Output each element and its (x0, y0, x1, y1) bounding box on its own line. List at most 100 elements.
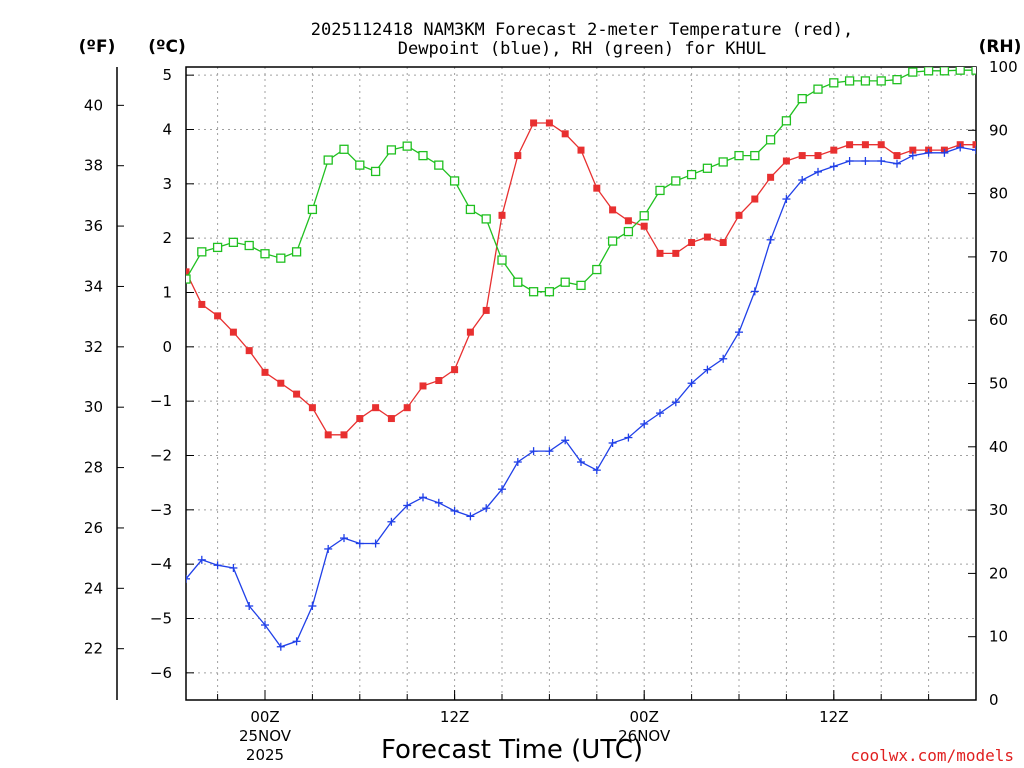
dewpoint-point (798, 176, 807, 185)
dewpoint-point (186, 574, 190, 583)
x-tick-date-label: 25NOV (239, 727, 292, 745)
celsius-tick-label: −3 (150, 501, 172, 519)
dewpoint-point (387, 517, 396, 526)
x-tick-time-label: 00Z (630, 708, 659, 726)
temperature-point (798, 152, 806, 160)
rh-point (228, 237, 239, 247)
fahrenheit-unit-label: (ºF) (79, 37, 116, 57)
rh-point (339, 144, 349, 154)
rh-tick-label: 70 (989, 248, 1008, 266)
x-axis-label: Forecast Time (UTC) (381, 735, 643, 765)
fahrenheit-tick-label: 38 (84, 157, 103, 175)
dewpoint-point (735, 328, 743, 337)
dewpoint-point (972, 146, 976, 155)
x-tick-time-label: 12Z (440, 708, 469, 726)
fahrenheit-tick-label: 30 (84, 398, 103, 416)
fahrenheit-tick-label: 32 (84, 338, 103, 356)
dewpoint-point (292, 637, 301, 646)
x-tick-year-label: 2025 (246, 746, 284, 764)
temperature-point (356, 415, 364, 423)
dewpoint-point (419, 493, 427, 502)
dewpoint-point (229, 563, 238, 572)
temperature-point (308, 404, 316, 412)
rh-point (955, 67, 965, 75)
rh-point (386, 145, 397, 155)
rh-point (212, 242, 223, 253)
dewpoint-point (545, 447, 554, 456)
temperature-point (198, 300, 206, 308)
rh-point (244, 240, 254, 251)
temperature-point (293, 390, 301, 398)
celsius-tick-label: −1 (150, 392, 172, 410)
rh-point (876, 76, 886, 86)
rh-point (655, 185, 665, 196)
dewpoint-point (988, 176, 996, 184)
dewpoint-point (355, 539, 364, 548)
celsius-tick-label: 1 (162, 283, 172, 301)
dewpoint-point (719, 354, 728, 363)
temperature-point (277, 379, 285, 387)
dewpoint-point (908, 151, 917, 160)
rh-point (592, 264, 602, 275)
temperature-point (577, 146, 585, 154)
rh-point (576, 280, 586, 291)
dewpoint-point (340, 534, 348, 543)
dewpoint-point (482, 504, 491, 513)
temperature-point (324, 431, 332, 439)
dewpoint-point (245, 602, 254, 611)
rh-point (765, 135, 776, 145)
temperature-point (593, 184, 601, 192)
rh-point (560, 277, 570, 287)
temperature-point (782, 157, 790, 165)
temperature-point (372, 404, 380, 412)
temperature-point (830, 146, 838, 154)
rh-tick-label: 50 (989, 375, 1008, 393)
rh-point (497, 255, 507, 265)
celsius-tick-label: −2 (150, 446, 172, 464)
temperature-point (767, 173, 775, 181)
rh-point (750, 150, 760, 161)
axis-ticks: −6−5−4−3−2−10123452224262830323436384001… (84, 58, 1018, 764)
dewpoint-point (498, 485, 506, 494)
temperature-point (988, 174, 995, 181)
dewpoint-point (640, 419, 649, 428)
rh-point (829, 78, 839, 88)
rh-point (607, 236, 618, 246)
dewpoint-point (877, 156, 886, 165)
dewpoint-point (671, 398, 680, 407)
rh-point (718, 157, 728, 167)
dewpoint-point (213, 561, 222, 570)
dewpoint-point (814, 167, 822, 176)
rh-tick-label: 10 (989, 628, 1008, 646)
rh-point (402, 141, 412, 151)
temperature-point (419, 382, 427, 390)
temperature-point (561, 130, 569, 138)
rh-tick-label: 0 (989, 691, 999, 709)
fahrenheit-tick-label: 26 (84, 519, 103, 537)
rh-point (418, 150, 428, 161)
rh-tick-label: 60 (989, 311, 1008, 329)
fahrenheit-tick-label: 34 (84, 277, 103, 295)
rh-point (813, 84, 823, 94)
rh-tick-label: 80 (989, 185, 1008, 203)
rh-point (844, 76, 855, 86)
dewpoint-point (1019, 236, 1024, 244)
fahrenheit-tick-label: 22 (84, 640, 103, 658)
dewpoint-point (529, 447, 538, 456)
temperature-point (688, 239, 696, 247)
temperature-point (719, 239, 727, 247)
temperature-point (530, 119, 538, 127)
rh-point (355, 160, 365, 170)
dewpoint-point (687, 379, 696, 388)
temperature-point (909, 146, 917, 154)
rh-point (1019, 77, 1024, 85)
rh-tick-label: 100 (989, 58, 1018, 76)
rh-point (908, 67, 918, 77)
rh-point (434, 160, 444, 170)
rh-point (197, 247, 207, 257)
dewpoint-point (956, 143, 965, 152)
dewpoint-point (513, 458, 522, 467)
temperature-point (640, 222, 648, 230)
rh-point (971, 67, 976, 75)
